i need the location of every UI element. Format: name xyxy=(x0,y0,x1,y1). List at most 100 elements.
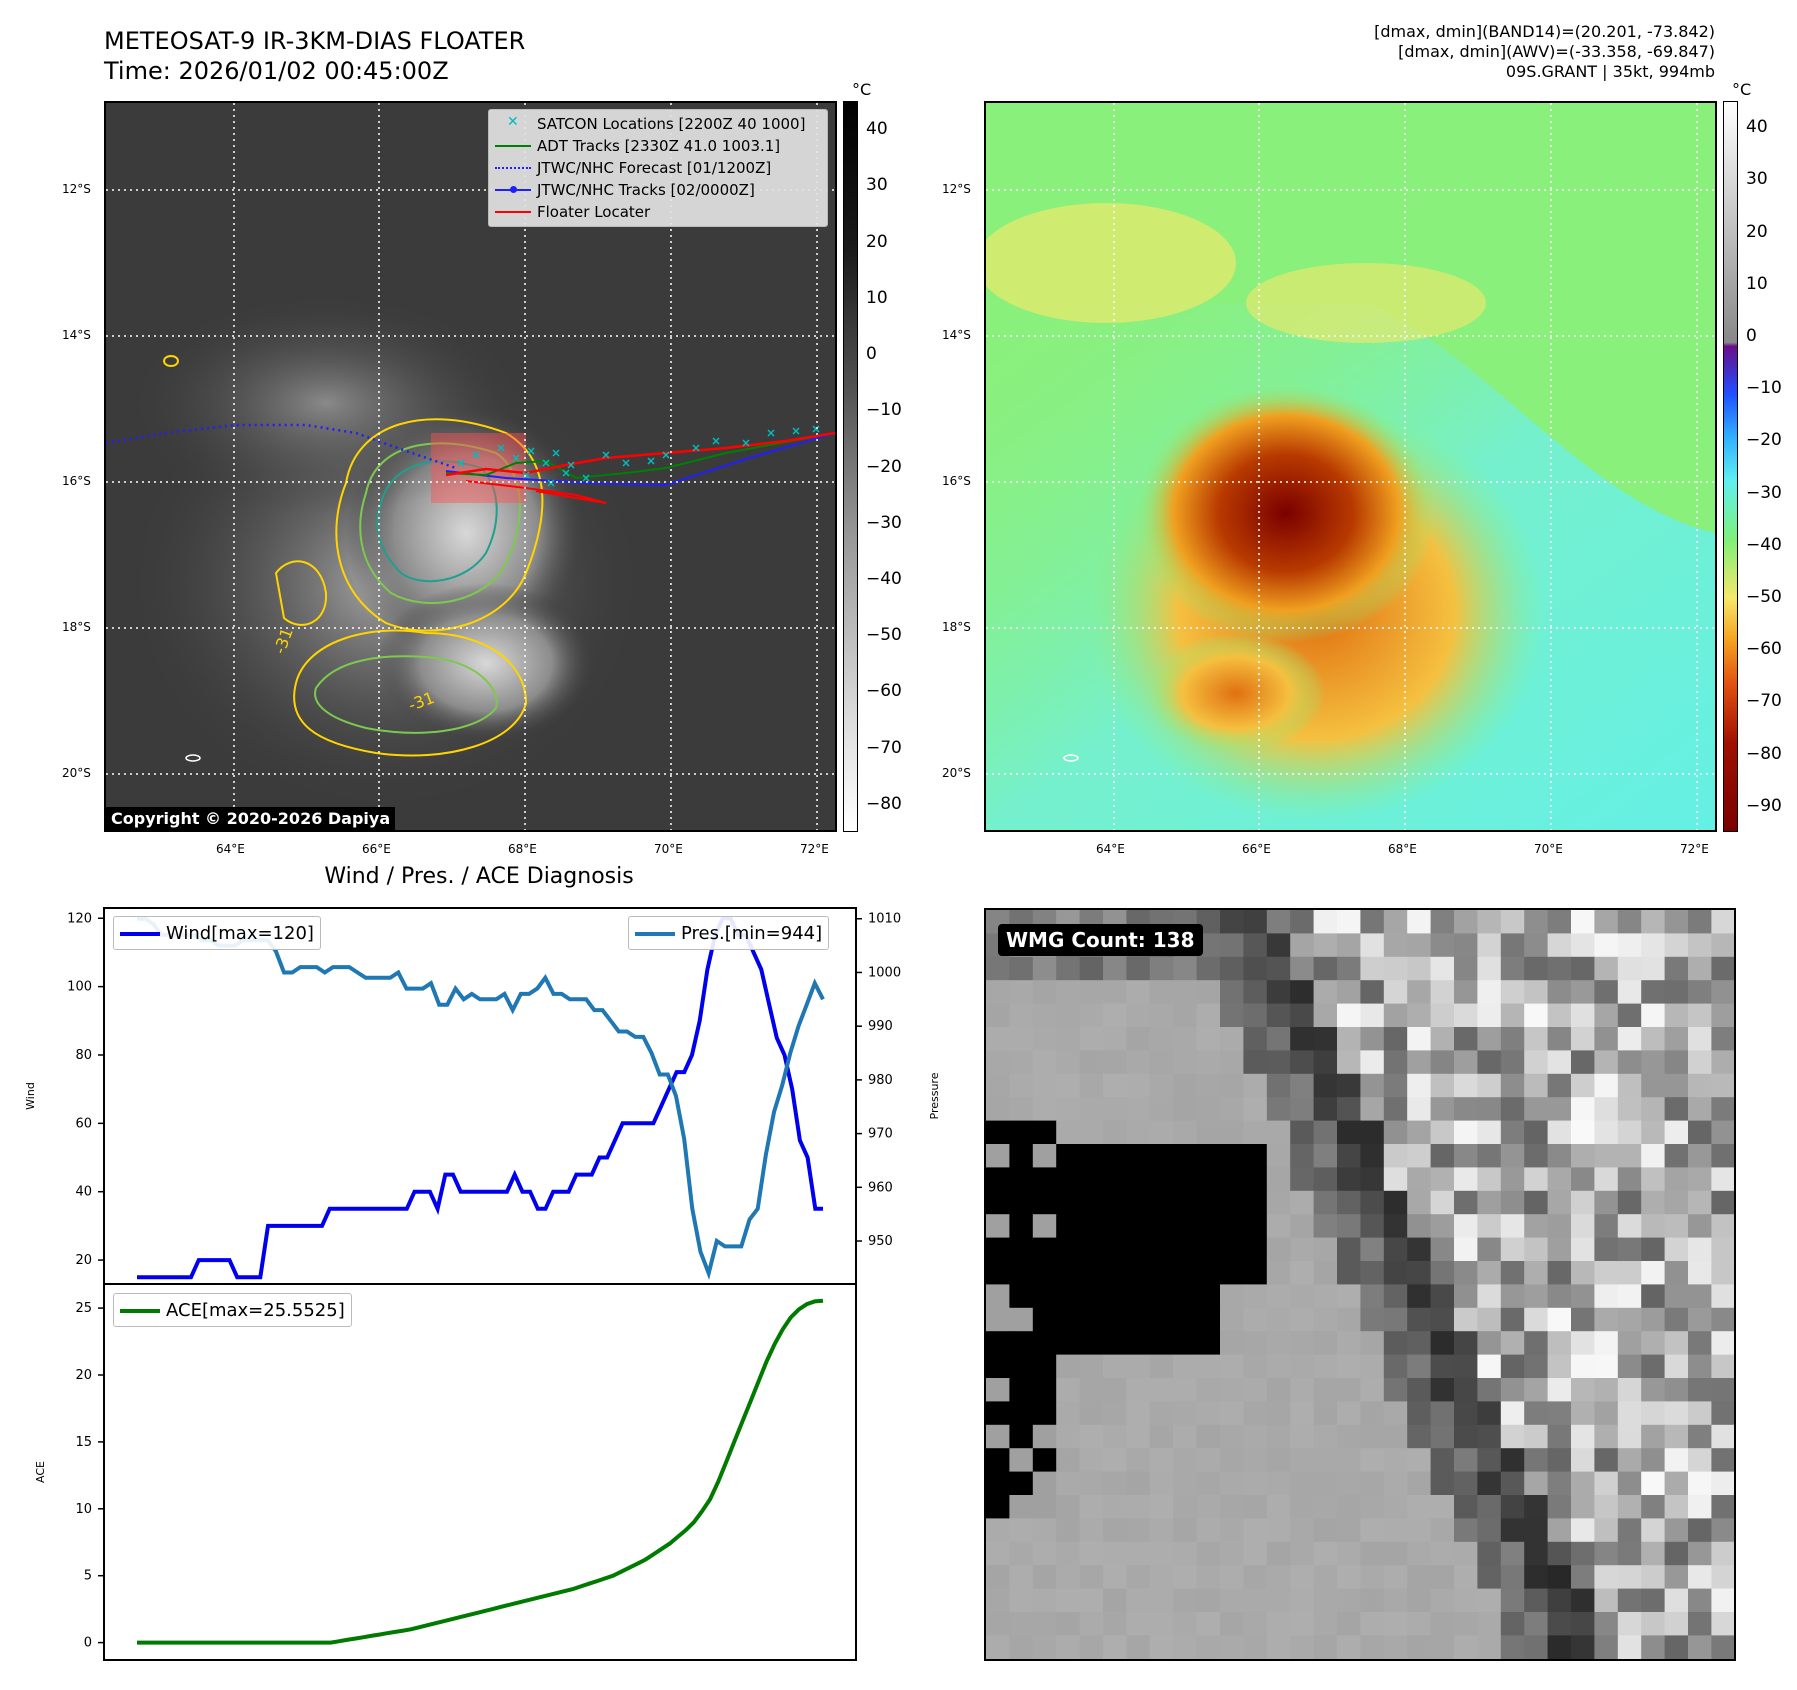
wmg-pixel xyxy=(1266,1214,1291,1239)
wmg-pixel xyxy=(1173,1073,1198,1098)
awv-lat-18: 18°S xyxy=(942,620,971,634)
wmg-pixel xyxy=(1430,1144,1455,1168)
wmg-pixel xyxy=(1500,1401,1525,1426)
wmg-pixel xyxy=(1594,1120,1619,1145)
wmg-pixel xyxy=(1313,1097,1338,1122)
wmg-pixel xyxy=(1173,1190,1198,1215)
wmg-pixel xyxy=(1079,1167,1104,1192)
wind-tick-label: 60 xyxy=(75,1116,92,1131)
wmg-pixel xyxy=(1360,1261,1385,1285)
wmg-pixel xyxy=(1711,1237,1734,1262)
wmg-pixel xyxy=(1032,1635,1057,1659)
wmg-pixel xyxy=(1360,1588,1385,1613)
wmg-pixel xyxy=(1617,1167,1642,1192)
wmg-pixel xyxy=(1103,1401,1127,1426)
wmg-pixel xyxy=(1383,1214,1408,1239)
wmg-pixel xyxy=(1641,1612,1666,1636)
wmg-pixel xyxy=(1524,1167,1549,1192)
wmg-pixel xyxy=(1383,1144,1408,1168)
wmg-pixel xyxy=(1196,1495,1221,1519)
wmg-pixel xyxy=(1056,1635,1081,1659)
pressure-tick-label: 980 xyxy=(868,1073,893,1088)
wmg-pixel xyxy=(1547,1284,1572,1309)
wmg-pixel xyxy=(1500,956,1525,981)
wmg-pixel xyxy=(1477,1027,1502,1051)
wmg-pixel xyxy=(1641,1495,1666,1519)
wmg-pixel xyxy=(1290,1565,1315,1590)
wmg-pixel xyxy=(1056,1214,1081,1239)
wmg-pixel xyxy=(1688,1612,1712,1636)
wmg-pixel xyxy=(1337,1331,1361,1356)
wmg-pixel xyxy=(1407,1214,1432,1239)
wmg-pixel xyxy=(1266,1027,1291,1051)
wmg-pixel xyxy=(1571,1541,1595,1566)
ace-legend: ACE[max=25.5525] xyxy=(113,1293,352,1327)
wmg-pixel xyxy=(1571,1471,1595,1496)
wmg-pixel xyxy=(1290,1588,1315,1613)
wmg-pixel xyxy=(1079,1050,1104,1075)
wmg-pixel xyxy=(1407,1027,1432,1051)
wmg-pixel xyxy=(1337,956,1361,981)
wmg-pixel xyxy=(1149,1541,1174,1566)
wmg-pixel xyxy=(1173,1541,1198,1566)
wmg-pixel xyxy=(1641,1284,1666,1309)
ace-tick-label: 0 xyxy=(84,1636,92,1651)
wmg-pixel xyxy=(1664,1354,1689,1379)
wmg-pixel xyxy=(1500,1378,1525,1402)
wmg-pixel xyxy=(1430,1331,1455,1356)
wmg-pixel xyxy=(1617,910,1642,934)
wmg-pixel xyxy=(1056,1471,1081,1496)
wind-tick-label: 40 xyxy=(75,1185,92,1200)
ace-axes xyxy=(103,1283,857,1661)
wmg-pixel xyxy=(1688,1588,1712,1613)
wmg-pixel xyxy=(1571,1495,1595,1519)
wmg-pixel xyxy=(1617,1307,1642,1332)
wmg-pixel xyxy=(1032,1214,1057,1239)
wmg-pixel xyxy=(1617,1635,1642,1659)
wmg-pixel xyxy=(1524,1027,1549,1051)
wmg-pixel xyxy=(1266,1495,1291,1519)
wmg-pixel xyxy=(1009,1237,1034,1262)
wmg-pixel xyxy=(1664,1424,1689,1449)
wmg-pixel xyxy=(1664,1050,1689,1075)
wmg-pixel xyxy=(1688,1120,1712,1145)
wmg-pixel xyxy=(1056,1612,1081,1636)
legend-forecast: JTWC/NHC Forecast [01/1200Z] xyxy=(489,157,827,179)
satcon-marker xyxy=(562,469,570,477)
wmg-pixel xyxy=(1454,1050,1478,1075)
wmg-pixel xyxy=(1664,910,1689,934)
wmg-pixel xyxy=(1173,1401,1198,1426)
wmg-pixel xyxy=(1337,1541,1361,1566)
wmg-pixel xyxy=(1711,1448,1734,1473)
wmg-pixel xyxy=(1009,980,1034,1005)
wmg-pixel xyxy=(1641,980,1666,1005)
wmg-pixel xyxy=(1571,1284,1595,1309)
wmg-pixel xyxy=(1524,1120,1549,1145)
wmg-pixel xyxy=(1711,1495,1734,1519)
wmg-pixel xyxy=(1524,1237,1549,1262)
wind-pres-axes xyxy=(103,907,857,1285)
wmg-pixel xyxy=(1477,1565,1502,1590)
wmg-pixel xyxy=(1266,1190,1291,1215)
wmg-pixel xyxy=(1571,1448,1595,1473)
wmg-pixel xyxy=(1337,1401,1361,1426)
wmg-pixel xyxy=(1126,1565,1151,1590)
wmg-pixel xyxy=(1454,1565,1478,1590)
wmg-pixel xyxy=(1407,1565,1432,1590)
satcon-marker xyxy=(582,474,590,482)
wind-yticks: 20 40 60 80 100 120 xyxy=(67,911,104,1268)
wmg-pixel xyxy=(1594,1378,1619,1402)
wmg-pixel xyxy=(1360,1424,1385,1449)
wmg-pixel xyxy=(1360,1073,1385,1098)
wmg-pixel xyxy=(1337,1612,1361,1636)
wmg-pixel xyxy=(1337,1588,1361,1613)
floater-track xyxy=(445,431,835,477)
wmg-pixel xyxy=(1313,910,1338,934)
wmg-pixel xyxy=(1220,1050,1244,1075)
wmg-pixel xyxy=(1266,1565,1291,1590)
wmg-pixel xyxy=(1477,1003,1502,1028)
satcon-markers xyxy=(457,425,820,487)
floater-line-icon xyxy=(495,205,531,219)
wmg-pixel xyxy=(1500,1073,1525,1098)
satcon-marker xyxy=(472,451,480,459)
